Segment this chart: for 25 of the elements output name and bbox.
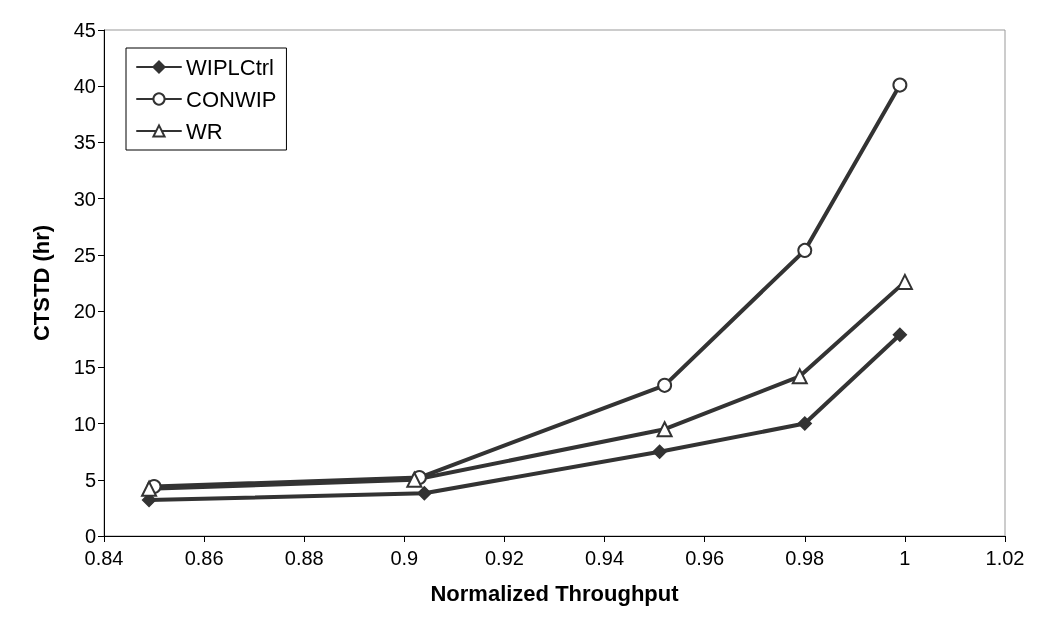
y-tick-label: 10 — [73, 412, 96, 435]
y-tick-label: 25 — [73, 243, 96, 266]
y-tick-label: 20 — [73, 300, 96, 323]
x-tick-label: 0.94 — [585, 547, 625, 569]
y-tick-label: 0 — [84, 525, 96, 547]
x-tick-label: 0.86 — [184, 547, 224, 569]
y-tick-label: 35 — [73, 131, 96, 154]
y-tick-label: 40 — [73, 75, 96, 98]
x-tick-label: 0.98 — [785, 547, 825, 569]
y-tick-label: 30 — [73, 187, 96, 210]
x-tick-label: 1.02 — [985, 547, 1025, 569]
x-tick-label: 0.92 — [484, 547, 524, 569]
legend-label: WIPLCtrl — [186, 54, 274, 80]
legend-label: WR — [186, 118, 223, 144]
x-tick-label: 0.88 — [284, 547, 324, 569]
x-tick-label: 0.96 — [685, 547, 725, 569]
y-axis-title: CTSTD (hr) — [28, 224, 54, 342]
y-tick-label: 45 — [73, 19, 96, 41]
y-tick-label: 5 — [84, 468, 96, 491]
x-tick-label: 0.84 — [84, 547, 124, 569]
legend-label: CONWIP — [186, 86, 277, 112]
x-axis-title: Normalized Throughput — [430, 580, 680, 606]
y-tick-label: 15 — [73, 356, 96, 379]
x-tick-label: 0.9 — [390, 547, 419, 569]
x-tick-label: 1 — [899, 547, 911, 569]
